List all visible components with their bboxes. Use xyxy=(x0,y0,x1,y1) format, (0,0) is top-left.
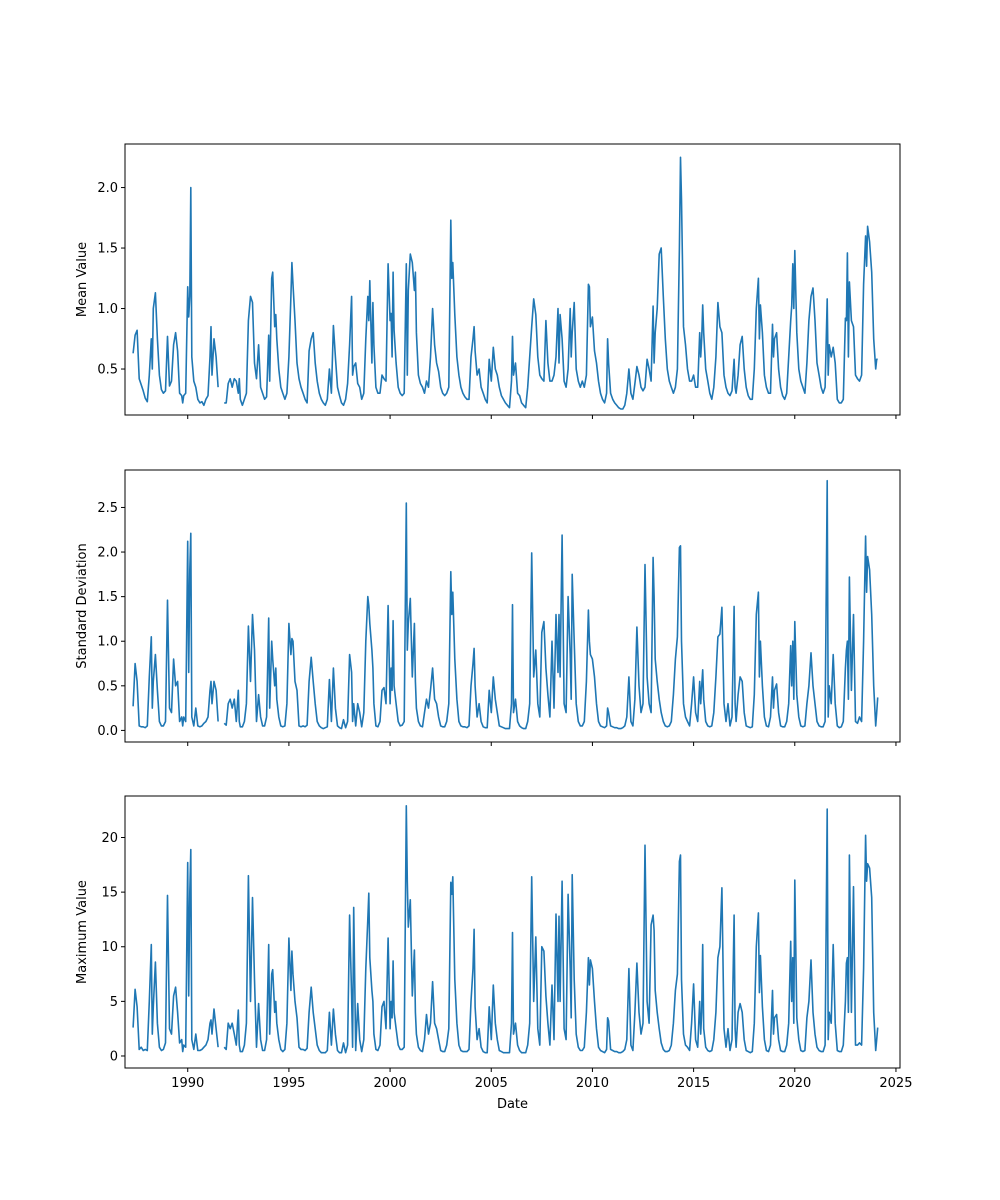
series-line-3-1 xyxy=(132,848,219,1053)
y-tick-label-1-3: 1.5 xyxy=(97,242,118,257)
y-tick-label-3-4: 15 xyxy=(101,886,118,901)
y-tick-label-1-4: 2.0 xyxy=(97,181,118,196)
y-tick-label-3-5: 20 xyxy=(101,831,118,846)
x-tick-label-1: 1990 xyxy=(171,1076,204,1091)
y-tick-label-2-5: 2.0 xyxy=(97,546,118,561)
y-tick-label-2-6: 2.5 xyxy=(97,501,118,516)
axes-frame-3 xyxy=(124,795,901,1069)
y-axis-title-1: Mean Value xyxy=(75,242,90,317)
series-line-1-1 xyxy=(132,186,219,407)
y-tick-label-2-4: 1.5 xyxy=(97,590,118,605)
axes-frame-1 xyxy=(124,143,901,416)
x-tick-label-3: 2000 xyxy=(374,1076,407,1091)
axes-frame-2 xyxy=(124,469,901,743)
x-tick-label-5: 2010 xyxy=(576,1076,609,1091)
y-axis-title-3: Maximum Value xyxy=(75,880,90,984)
x-tick-label-8: 2025 xyxy=(879,1076,912,1091)
series-line-2-2 xyxy=(223,479,879,730)
y-tick-label-3-2: 5 xyxy=(110,995,118,1010)
y-tick-label-3-1: 0 xyxy=(110,1049,118,1064)
series-line-1-2 xyxy=(224,156,878,410)
y-tick-label-2-2: 0.5 xyxy=(97,679,118,694)
series-line-2-1 xyxy=(132,532,219,729)
series-line-3-2 xyxy=(223,804,879,1054)
y-axis-title-2: Standard Deviation xyxy=(75,543,90,668)
y-tick-label-2-1: 0.0 xyxy=(97,724,118,739)
y-tick-label-3-3: 10 xyxy=(101,940,118,955)
x-tick-label-2: 1995 xyxy=(272,1076,305,1091)
x-tick-label-7: 2020 xyxy=(778,1076,811,1091)
x-axis-title: Date xyxy=(497,1097,528,1112)
y-tick-label-2-3: 1.0 xyxy=(97,635,118,650)
x-tick-label-6: 2015 xyxy=(677,1076,710,1091)
y-tick-label-1-2: 1.0 xyxy=(97,302,118,317)
y-tick-label-1-1: 0.5 xyxy=(97,363,118,378)
x-tick-label-4: 2005 xyxy=(475,1076,508,1091)
